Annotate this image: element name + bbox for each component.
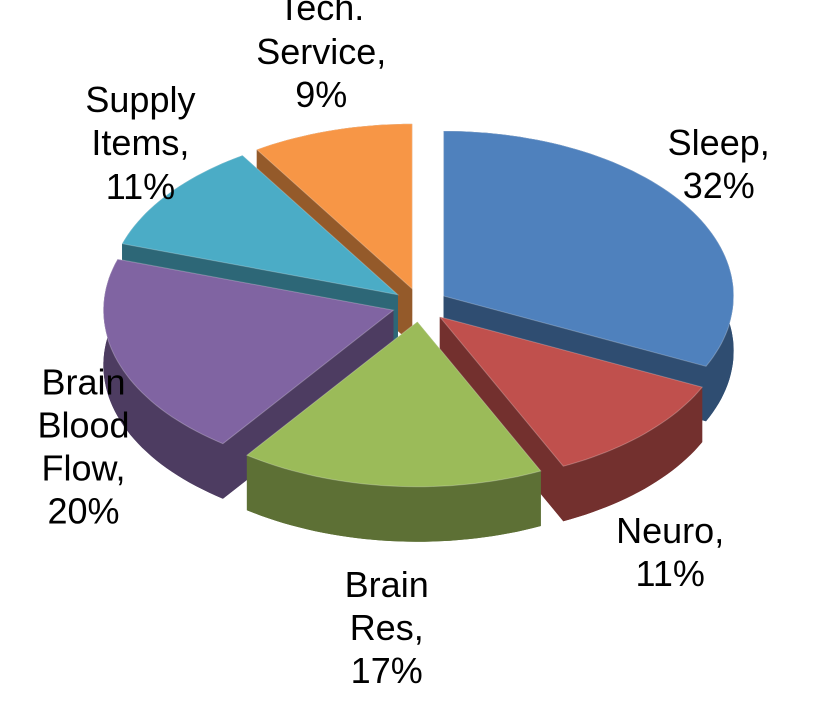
slice-top	[121, 154, 400, 296]
slice-top	[255, 123, 413, 291]
label-category: Brain Res,	[344, 564, 429, 649]
slice-side	[246, 455, 541, 542]
label-value: 9%	[295, 74, 348, 116]
label-category: Neuro,	[616, 509, 725, 551]
label-category: Tech. Service,	[256, 0, 387, 72]
data-label: Brain Blood Flow, 20%	[9, 360, 159, 533]
data-label: Sleep, 32%	[644, 120, 794, 206]
slice-top	[443, 130, 735, 367]
data-label: Supply Items, 11%	[65, 78, 215, 208]
label-value: 32%	[682, 164, 755, 206]
slice	[245, 321, 542, 542]
data-label: Neuro, 11%	[595, 508, 745, 594]
slice-side	[103, 259, 223, 499]
label-value: 11%	[635, 552, 705, 594]
data-label: Brain Res, 17%	[312, 563, 462, 693]
label-value: 17%	[350, 650, 423, 692]
slice	[102, 258, 395, 499]
slice-top	[438, 316, 704, 467]
label-value: 11%	[105, 165, 176, 207]
label-value: 20%	[47, 490, 120, 532]
slice-top	[245, 321, 542, 488]
label-category: Brain Blood Flow,	[37, 361, 130, 489]
slice-side	[563, 387, 703, 522]
label-category: Supply Items,	[85, 79, 196, 164]
label-category: Sleep,	[667, 121, 770, 163]
data-label: Tech. Service, 9%	[246, 0, 396, 116]
slice-top	[102, 258, 395, 445]
